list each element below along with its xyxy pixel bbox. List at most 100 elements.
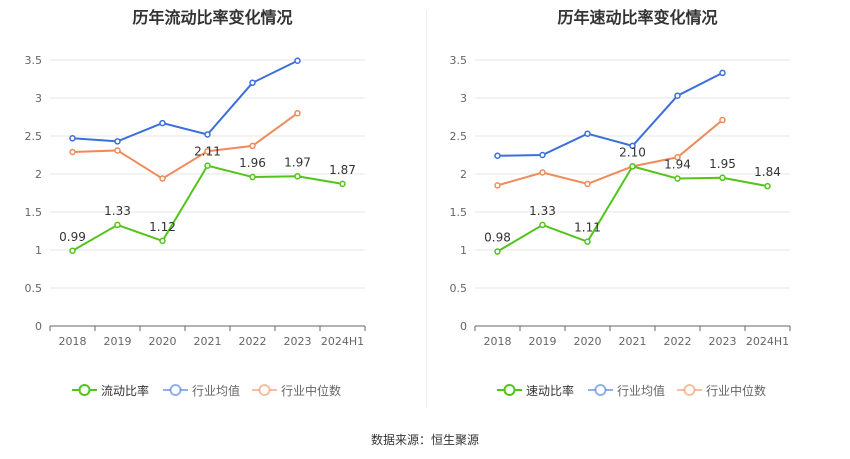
chart-legend: 速动比率 行业均值 行业中位数 xyxy=(425,380,850,400)
x-tick-label: 2023 xyxy=(709,335,737,348)
data-point[interactable] xyxy=(719,69,726,77)
data-label: 1.96 xyxy=(239,156,266,170)
legend-label: 行业均值 xyxy=(617,383,666,398)
x-tick-label: 2022 xyxy=(664,335,692,348)
data-point[interactable] xyxy=(249,79,256,87)
data-point[interactable] xyxy=(764,182,771,190)
x-tick-label: 2020 xyxy=(574,335,602,348)
data-point[interactable] xyxy=(674,154,681,161)
x-tick-label: 2018 xyxy=(59,335,87,348)
y-tick-label: 3.5 xyxy=(450,54,468,67)
data-point[interactable] xyxy=(294,57,301,65)
chart-plot: 0 0.5 1 1.5 2 2.5 3 3.5 2018 2019 2020 2021 2022 2023… xyxy=(25,54,366,348)
data-point[interactable] xyxy=(629,163,636,170)
data-point[interactable] xyxy=(114,138,121,145)
y-tick-label: 3 xyxy=(35,92,42,105)
series-line xyxy=(497,72,723,157)
y-tick-label: 0 xyxy=(460,320,467,333)
x-tick-label: 2024H1 xyxy=(321,335,364,348)
y-tick-label: 2 xyxy=(460,168,467,181)
data-point[interactable] xyxy=(204,147,211,155)
data-point[interactable] xyxy=(494,152,501,160)
x-tick-label: 2021 xyxy=(619,335,647,348)
data-point[interactable] xyxy=(584,180,591,188)
data-label: 0.98 xyxy=(484,231,511,245)
data-point[interactable] xyxy=(629,142,636,150)
legend-item[interactable]: 流动比率 xyxy=(72,380,149,400)
y-tick-label: 3 xyxy=(460,92,467,105)
data-source-note: 数据来源：恒生聚源 xyxy=(370,433,479,447)
legend-item[interactable]: 行业均值 xyxy=(163,380,240,400)
data-label: 2.11 xyxy=(194,145,221,159)
data-point[interactable] xyxy=(204,131,211,138)
data-point[interactable] xyxy=(69,148,76,156)
legend-marker-icon xyxy=(163,384,188,396)
data-point[interactable] xyxy=(719,116,726,124)
x-tick-label: 2021 xyxy=(194,335,222,348)
data-point[interactable] xyxy=(114,221,121,229)
x-tick-label: 2020 xyxy=(149,335,177,348)
data-label: 1.95 xyxy=(709,157,736,171)
data-label: 2.10 xyxy=(619,145,646,159)
chart-plot: 0 0.5 1 1.5 2 2.5 3 3.5 2018 2019 2020 2021 2022 2023… xyxy=(450,54,791,348)
legend-marker-icon xyxy=(677,384,702,396)
data-point[interactable] xyxy=(159,119,166,127)
legend-item[interactable]: 行业中位数 xyxy=(677,380,766,400)
data-point[interactable] xyxy=(674,92,681,99)
data-point[interactable] xyxy=(294,109,301,117)
series-line xyxy=(72,59,298,143)
data-label: 1.84 xyxy=(754,165,781,179)
legend-marker-icon xyxy=(252,384,277,396)
series-line xyxy=(497,119,724,187)
chart-legend: 流动比率 行业均值 行业中位数 xyxy=(0,380,425,400)
data-point[interactable] xyxy=(719,174,726,182)
data-point[interactable] xyxy=(69,135,76,142)
y-tick-label: 1 xyxy=(35,244,42,257)
chart-title: 历年流动比率变化情况 xyxy=(132,8,293,27)
x-tick-label: 2024H1 xyxy=(746,335,789,348)
chart-divider xyxy=(426,10,427,408)
data-point[interactable] xyxy=(159,175,166,182)
data-label: 1.33 xyxy=(529,204,556,218)
data-label: 1.97 xyxy=(284,155,311,169)
data-label: 1.94 xyxy=(664,158,691,172)
legend-label: 行业中位数 xyxy=(706,383,767,398)
y-tick-label: 2.5 xyxy=(25,130,43,143)
data-point[interactable] xyxy=(494,182,501,189)
legend-marker-icon xyxy=(588,384,613,396)
data-point[interactable] xyxy=(204,162,211,169)
legend-marker-icon xyxy=(72,384,97,396)
legend-label: 流动比率 xyxy=(101,383,150,398)
y-tick-label: 1.5 xyxy=(25,206,43,219)
x-tick-label: 2022 xyxy=(239,335,267,348)
data-point[interactable] xyxy=(584,130,591,137)
data-point[interactable] xyxy=(249,142,256,150)
legend-item[interactable]: 速动比率 xyxy=(497,380,574,400)
x-tick-label: 2019 xyxy=(104,335,132,348)
data-point[interactable] xyxy=(114,147,121,154)
data-point[interactable] xyxy=(159,237,166,245)
legend-label: 速动比率 xyxy=(526,383,575,398)
data-point[interactable] xyxy=(339,180,346,188)
y-tick-label: 2.5 xyxy=(450,130,468,143)
legend-item[interactable]: 行业均值 xyxy=(588,380,665,400)
legend-label: 行业中位数 xyxy=(281,383,342,398)
data-point[interactable] xyxy=(584,238,591,245)
data-point[interactable] xyxy=(539,169,546,176)
data-point[interactable] xyxy=(674,175,681,182)
data-point[interactable] xyxy=(294,173,301,180)
data-point[interactable] xyxy=(249,173,256,181)
data-label: 1.11 xyxy=(574,221,601,235)
legend-item[interactable]: 行业中位数 xyxy=(252,380,341,400)
x-tick-label: 2019 xyxy=(529,335,557,348)
data-label: 1.33 xyxy=(104,204,131,218)
y-tick-label: 3.5 xyxy=(25,54,43,67)
chart-title: 历年速动比率变化情况 xyxy=(557,8,718,27)
data-point[interactable] xyxy=(539,151,546,159)
data-point[interactable] xyxy=(69,247,76,255)
data-point[interactable] xyxy=(539,221,546,229)
data-point[interactable] xyxy=(494,248,501,255)
quick-ratio-chart: 历年速动比率变化情况 0 0.5 1 1.5 2 2.5 3 3.5 2018 2019 2020 2… xyxy=(425,0,850,420)
x-tick-label: 2018 xyxy=(484,335,512,348)
legend-marker-icon xyxy=(497,384,522,396)
